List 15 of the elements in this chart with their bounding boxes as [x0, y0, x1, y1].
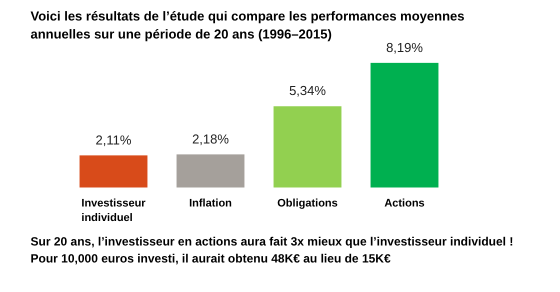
bar — [370, 62, 438, 188]
data-label: 8,19% — [386, 40, 424, 55]
data-label: 2,11% — [96, 132, 132, 148]
text: Sur 20 ans, l’investisseur en actions aura fait 3x mieux que l’investisseur individuel ! — [30, 234, 514, 248]
data-label: 2,18% — [192, 131, 230, 146]
x-tick-label: Actions — [384, 198, 425, 210]
bar — [274, 106, 342, 188]
text: Pour 10,000 euros investi, il aurait obtenu 48K€ au lieu de 15K€ — [30, 252, 391, 266]
data-label: 5,34% — [289, 83, 326, 98]
x-tick-label: Obligations — [277, 198, 338, 210]
bar — [80, 155, 148, 188]
x-tick-label: Inflation — [189, 198, 232, 210]
chart-title: Voici les résultats de l’étude qui compare les performances moyennes annuelles sur une période de 20 ans (1996–2015) — [30, 8, 464, 42]
bar — [176, 154, 244, 188]
x-tick-label: Investisseur individuel — [81, 198, 146, 224]
